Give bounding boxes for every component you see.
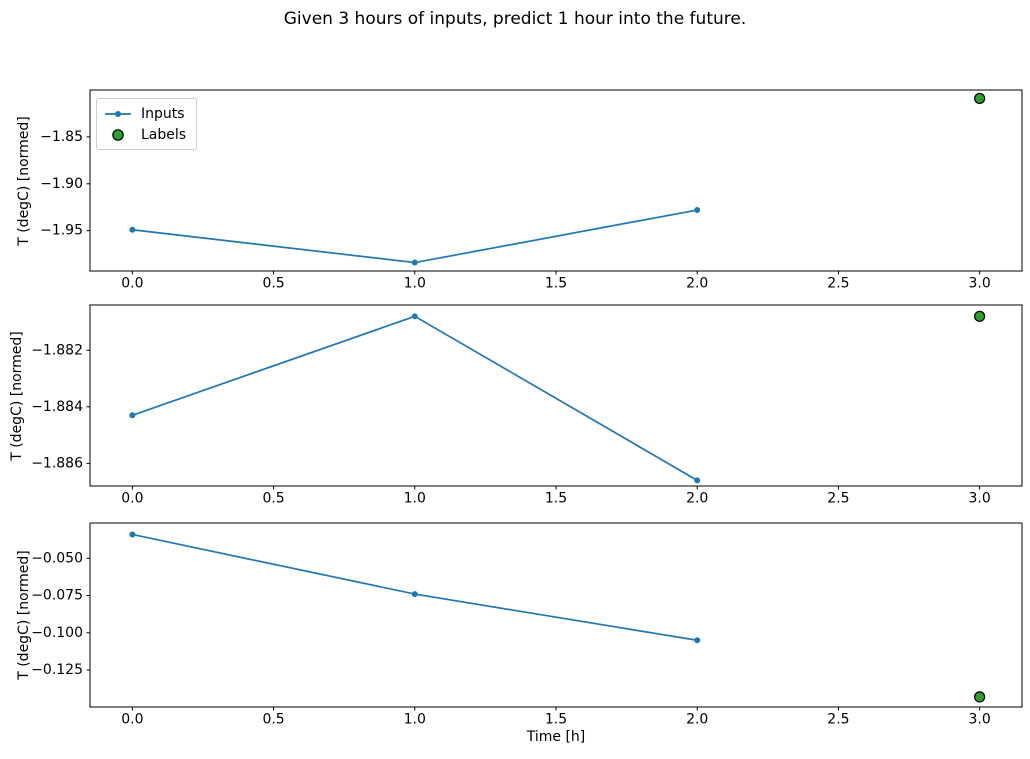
inputs-point [411,259,418,266]
x-tick-label: 3.0 [969,276,991,292]
y-tick-label: −1.886 [31,455,83,471]
y-tick-label: −0.050 [31,550,83,566]
y-axis-label-subplot-2: T (degC) [normed] [9,331,25,461]
inputs-point [129,226,136,233]
inputs-point [694,207,701,214]
inputs-point [411,591,418,598]
labels-circle-icon [112,128,124,141]
x-tick-label: 0.0 [121,276,143,292]
x-tick-label: 2.0 [686,712,708,728]
x-tick-label: 3.0 [969,491,991,507]
y-tick-label: −1.90 [40,176,83,192]
inputs-line [131,209,699,264]
legend-entry-inputs: Inputs [104,103,186,124]
y-tick-label: −0.125 [31,662,83,678]
x-tick-label: 1.5 [545,491,567,507]
x-tick-label: 0.5 [262,491,284,507]
inputs-line [131,533,699,642]
figure-title: Given 3 hours of inputs, predict 1 hour … [283,9,747,29]
x-tick-label: 2.5 [827,712,849,728]
x-tick-label: 2.5 [827,491,849,507]
y-tick-label: −1.882 [31,342,83,358]
x-tick-label: 2.5 [827,276,849,292]
inputs-line-icon [105,110,131,117]
y-tick-label: −0.075 [31,588,83,604]
inputs-point [411,313,418,320]
x-tick-label: 1.5 [545,276,567,292]
x-tick-label: 2.0 [686,491,708,507]
subplot-3-frame [89,522,1023,708]
x-tick-label: 2.0 [686,276,708,292]
inputs-point [694,637,701,644]
x-axis-label: Time [h] [526,729,586,745]
labels-point [974,310,986,322]
legend: Inputs Labels [96,98,198,150]
legend-label-labels: Labels [141,126,187,143]
y-tick-label: −1.85 [40,129,83,145]
x-tick-label: 0.5 [262,276,284,292]
labels-point [974,92,986,105]
subplot-2-frame [89,304,1023,487]
x-tick-label: 1.0 [404,491,426,507]
inputs-point [129,412,136,419]
y-axis-label-subplot-1: T (degC) [normed] [16,116,32,246]
labels-point [974,691,986,703]
x-tick-label: 3.0 [969,712,991,728]
inputs-line [131,315,699,482]
x-tick-label: 0.0 [121,712,143,728]
legend-entry-labels: Labels [104,124,186,145]
y-tick-label: −1.884 [31,399,83,415]
x-tick-label: 0.0 [121,491,143,507]
subplot-1-frame [89,89,1023,272]
y-tick-label: −1.95 [40,223,83,239]
legend-label-inputs: Inputs [141,105,185,122]
x-tick-label: 1.5 [545,712,567,728]
x-tick-label: 1.0 [404,276,426,292]
inputs-point [694,477,701,484]
x-tick-label: 1.0 [404,712,426,728]
y-tick-label: −0.100 [31,625,83,641]
x-tick-label: 0.5 [262,712,284,728]
inputs-point [129,531,136,538]
y-axis-label-subplot-3: T (degC) [normed] [16,550,32,680]
